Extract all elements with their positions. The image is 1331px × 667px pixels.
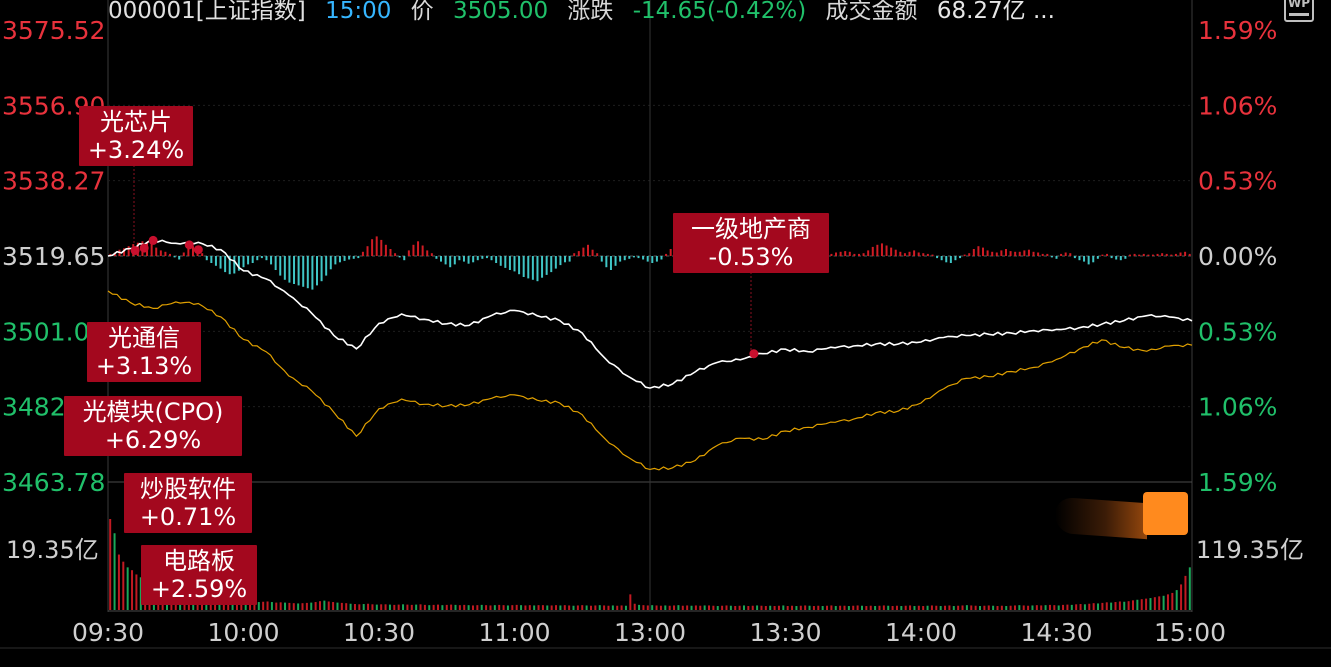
change-label: 涨跌 bbox=[567, 0, 614, 24]
sector-tag-name: 光模块(CPO) bbox=[82, 398, 224, 426]
y-tick-right: 1.06% bbox=[1198, 91, 1277, 120]
event-marker bbox=[130, 246, 140, 256]
sector-tag-change: +3.13% bbox=[95, 352, 193, 380]
y-tick-left: 3463.78 bbox=[2, 468, 105, 497]
sector-tag-name: 光芯片 bbox=[100, 108, 172, 136]
sector-tag-name: 电路板 bbox=[163, 547, 235, 575]
price-line bbox=[107, 239, 1193, 389]
event-marker bbox=[749, 349, 759, 359]
sector-tag-circuit-board[interactable]: 电路板 +2.59% bbox=[141, 545, 257, 605]
event-marker bbox=[184, 240, 194, 250]
price-label: 价 bbox=[410, 0, 434, 24]
button-glow bbox=[1055, 496, 1147, 540]
x-tick-label: 13:00 bbox=[614, 618, 686, 647]
y-tick-right: 1.06% bbox=[1198, 393, 1277, 422]
average-line bbox=[107, 290, 1193, 471]
sector-tag-name: 光通信 bbox=[108, 324, 180, 352]
turnover-label: 成交金额 bbox=[825, 0, 918, 24]
x-tick-label: 14:00 bbox=[885, 618, 957, 647]
event-marker bbox=[193, 245, 203, 255]
x-tick-label: 10:00 bbox=[207, 618, 279, 647]
y-tick-right: 0.53% bbox=[1198, 167, 1277, 196]
sector-tag-name: 一级地产商 bbox=[691, 215, 811, 243]
quote-header: 000001[上证指数] 15:00 价 3505.00 涨跌 -14.65(-… bbox=[108, 0, 1067, 25]
x-tick-label: 13:30 bbox=[749, 618, 821, 647]
y-tick-left: 3575.52 bbox=[2, 16, 105, 45]
sector-tag-change: +0.71% bbox=[139, 503, 237, 531]
y-tick-left: 3519.65 bbox=[2, 242, 105, 271]
sector-tag-change: +6.29% bbox=[104, 426, 202, 454]
index-title[interactable]: 000001[上证指数] bbox=[108, 0, 306, 24]
y-tick-right: 0.53% bbox=[1198, 317, 1277, 346]
orange-button[interactable] bbox=[1143, 492, 1188, 535]
x-tick-label: 10:30 bbox=[343, 618, 415, 647]
quote-time: 15:00 bbox=[325, 0, 392, 24]
sector-tag-name: 炒股软件 bbox=[140, 475, 236, 503]
wp-icon[interactable]: WP bbox=[1284, 0, 1314, 22]
x-tick-label: 14:30 bbox=[1020, 618, 1092, 647]
x-tick-label: 15:00 bbox=[1154, 618, 1226, 647]
y-tick-right: 1.59% bbox=[1198, 16, 1277, 45]
change-value: -14.65(-0.42%) bbox=[632, 0, 807, 24]
sector-tag-change: +3.24% bbox=[87, 136, 185, 164]
sector-tag-trading-software[interactable]: 炒股软件 +0.71% bbox=[124, 473, 252, 533]
volume-tick-right: 119.35亿 bbox=[1196, 536, 1304, 564]
sector-tag-change: +2.59% bbox=[150, 575, 248, 603]
price-value: 3505.00 bbox=[452, 0, 549, 24]
y-tick-left: 3538.27 bbox=[2, 167, 105, 196]
sector-tag-real-estate[interactable]: 一级地产商 -0.53% bbox=[673, 213, 829, 273]
sector-tag-optical-module[interactable]: 光模块(CPO) +6.29% bbox=[64, 396, 242, 456]
sector-tag-optical-chip[interactable]: 光芯片 +3.24% bbox=[79, 106, 193, 166]
turnover-value: 68.27亿 ... bbox=[936, 0, 1055, 24]
event-marker bbox=[139, 243, 149, 253]
y-tick-right: 1.59% bbox=[1198, 468, 1277, 497]
volume-tick-left: 19.35亿 bbox=[6, 536, 99, 564]
y-tick-right: 0.00% bbox=[1198, 242, 1277, 271]
x-tick-label: 11:00 bbox=[478, 618, 550, 647]
sector-tag-change: -0.53% bbox=[708, 243, 794, 271]
sector-tag-optical-communication[interactable]: 光通信 +3.13% bbox=[87, 322, 201, 382]
x-tick-label: 09:30 bbox=[72, 618, 144, 647]
event-marker bbox=[148, 235, 158, 245]
